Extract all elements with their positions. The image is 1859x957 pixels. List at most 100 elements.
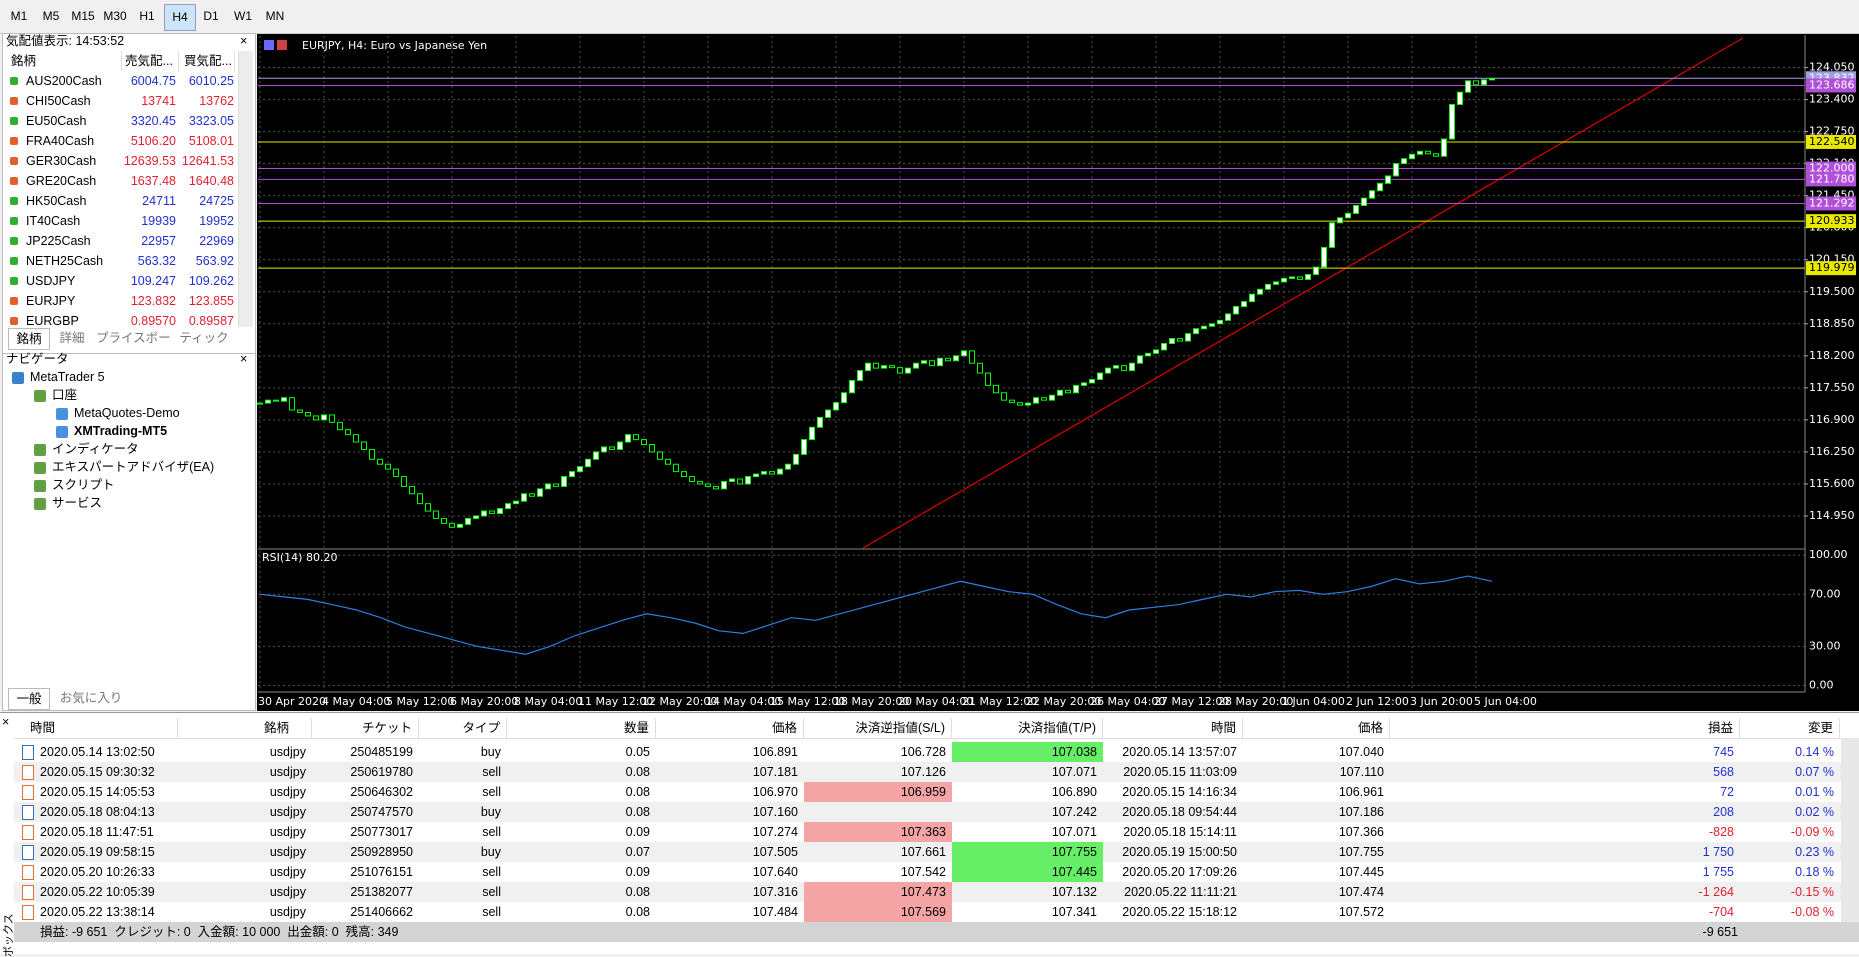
tree-item[interactable]: サービス [52, 496, 103, 510]
market-watch-title: 気配値表示: 14:53:52 [6, 34, 125, 48]
column-header[interactable]: 価格 [656, 718, 804, 738]
candle [577, 466, 583, 473]
tree-item[interactable]: MetaTrader 5 [30, 370, 105, 384]
close-button[interactable]: × [240, 34, 248, 48]
symbol-row[interactable]: FRA40Cash 5106.20 5108.01 [4, 131, 237, 151]
candle [625, 434, 631, 443]
symbol-row[interactable]: CHI50Cash 13741 13762 [4, 91, 237, 111]
toolbar [0, 0, 1859, 34]
candle [1201, 325, 1207, 330]
symbol-row[interactable]: EU50Cash 3320.45 3323.05 [4, 111, 237, 131]
direction-icon [10, 217, 18, 225]
candle [1089, 378, 1095, 384]
column-header[interactable]: 数量 [507, 718, 656, 738]
tree-item[interactable]: MetaQuotes-Demo [74, 406, 180, 420]
column-header[interactable]: 損益 [1390, 718, 1740, 738]
timeframe-button[interactable]: M30 [103, 9, 127, 23]
column-header[interactable]: 銘柄 [178, 718, 312, 738]
price-tag-label: 120.933 [1809, 214, 1855, 227]
symbol-row[interactable]: EURGBP 0.89570 0.89587 [4, 311, 237, 327]
tree-item[interactable]: スクリプト [52, 478, 115, 492]
column-header[interactable]: 時間 [14, 718, 178, 738]
symbol-row[interactable]: AUS200Cash 6004.75 6010.25 [4, 71, 237, 91]
trade-cell: usdjpy [269, 745, 306, 759]
timeframe-button[interactable]: M5 [42, 9, 60, 23]
tab[interactable]: 詳細 [59, 331, 85, 345]
candle [865, 362, 871, 372]
trade-cell: 2020.05.22 10:05:39 [40, 885, 155, 899]
column-header[interactable]: 決済指値(T/P) [952, 718, 1103, 738]
tab[interactable]: 一般 [8, 688, 50, 710]
trade-row[interactable] [14, 802, 1859, 822]
tab[interactable]: 銘柄 [8, 328, 50, 350]
candle [521, 493, 527, 502]
tree-item[interactable]: インディケータ [52, 442, 139, 456]
x-tick-label: 3 Jun 20:00 [1410, 695, 1473, 708]
symbol-row[interactable]: USDJPY 109.247 109.262 [4, 271, 237, 291]
trade-cell: sell [482, 905, 501, 919]
y-tick-label: 100.00 [1809, 548, 1848, 561]
candle [1353, 205, 1359, 214]
trade-cell: 107.445 [952, 862, 1103, 882]
candle [1489, 77, 1495, 81]
trade-cell: 0.08 [625, 765, 650, 779]
column-header[interactable]: タイプ [419, 718, 507, 738]
y-tick-label: 116.250 [1809, 445, 1855, 458]
column-header[interactable]: 価格 [1243, 718, 1390, 738]
trade-row[interactable] [14, 742, 1859, 762]
trade-cell: 106.728 [900, 745, 946, 759]
timeframe-button[interactable]: MN [265, 9, 285, 23]
symbol-row[interactable]: GER30Cash 12639.53 12641.53 [4, 151, 237, 171]
candle [1153, 349, 1159, 354]
symbol-row[interactable]: NETH25Cash 563.32 563.92 [4, 251, 237, 271]
close-button[interactable]: × [240, 352, 248, 366]
column-header[interactable]: 時間 [1103, 718, 1243, 738]
candle [297, 409, 303, 413]
trade-cell: 251382077 [350, 885, 413, 899]
timeframe-button[interactable]: H1 [139, 9, 155, 23]
candle [1161, 342, 1167, 351]
tab[interactable]: お気に入り [59, 691, 123, 705]
symbol-row[interactable]: GRE20Cash 1637.48 1640.48 [4, 171, 237, 191]
timeframe-button[interactable]: M1 [10, 9, 28, 23]
trade-row[interactable] [14, 842, 1859, 862]
trade-cell: 2020.05.14 13:02:50 [40, 745, 155, 759]
candle [889, 365, 895, 369]
symbol-row[interactable]: HK50Cash 24711 24725 [4, 191, 237, 211]
close-button[interactable]: × [2, 715, 10, 729]
candle [305, 411, 311, 417]
candle [793, 453, 799, 465]
symbol-row[interactable]: JP225Cash 22957 22969 [4, 231, 237, 251]
ask: 6010.25 [188, 74, 234, 88]
column-header[interactable]: 決済逆指値(S/L) [804, 718, 952, 738]
trade-icon [22, 745, 34, 760]
candle [585, 458, 591, 468]
candle [721, 480, 727, 490]
y-tick-label: 116.900 [1809, 413, 1855, 426]
symbol-row[interactable]: IT40Cash 19939 19952 [4, 211, 237, 231]
candle [1273, 281, 1279, 285]
column-header[interactable]: 変更 [1740, 718, 1840, 738]
timeframe-button[interactable]: W1 [234, 9, 252, 23]
column-header[interactable]: チケット [312, 718, 419, 738]
tree-item[interactable]: エキスパートアドバイザ(EA) [52, 460, 215, 474]
symbol-row[interactable]: EURJPY 123.832 123.855 [4, 291, 237, 311]
tab[interactable]: プライスボード [96, 331, 174, 345]
trade-cell: 107.341 [1051, 905, 1097, 919]
candle [529, 493, 535, 497]
tree-item[interactable]: 口座 [52, 388, 78, 402]
tab[interactable]: ティック [179, 331, 229, 345]
candle [369, 448, 375, 460]
trade-row[interactable] [14, 862, 1859, 882]
tree-item[interactable]: XMTrading-MT5 [74, 424, 168, 438]
timeframe-button[interactable]: M15 [71, 9, 95, 23]
trade-cell: 2020.05.20 17:09:26 [1122, 865, 1237, 879]
timeframe-button[interactable]: D1 [203, 9, 219, 23]
candle [569, 471, 575, 478]
x-tick-label: 2 Jun 12:00 [1346, 695, 1409, 708]
x-tick-label: 14 May 04:00 [706, 695, 781, 708]
tree-icon [34, 462, 46, 474]
price-tag-label: 121.292 [1809, 196, 1855, 209]
timeframe-button[interactable]: H4 [164, 4, 196, 31]
trade-row[interactable] [14, 762, 1859, 782]
